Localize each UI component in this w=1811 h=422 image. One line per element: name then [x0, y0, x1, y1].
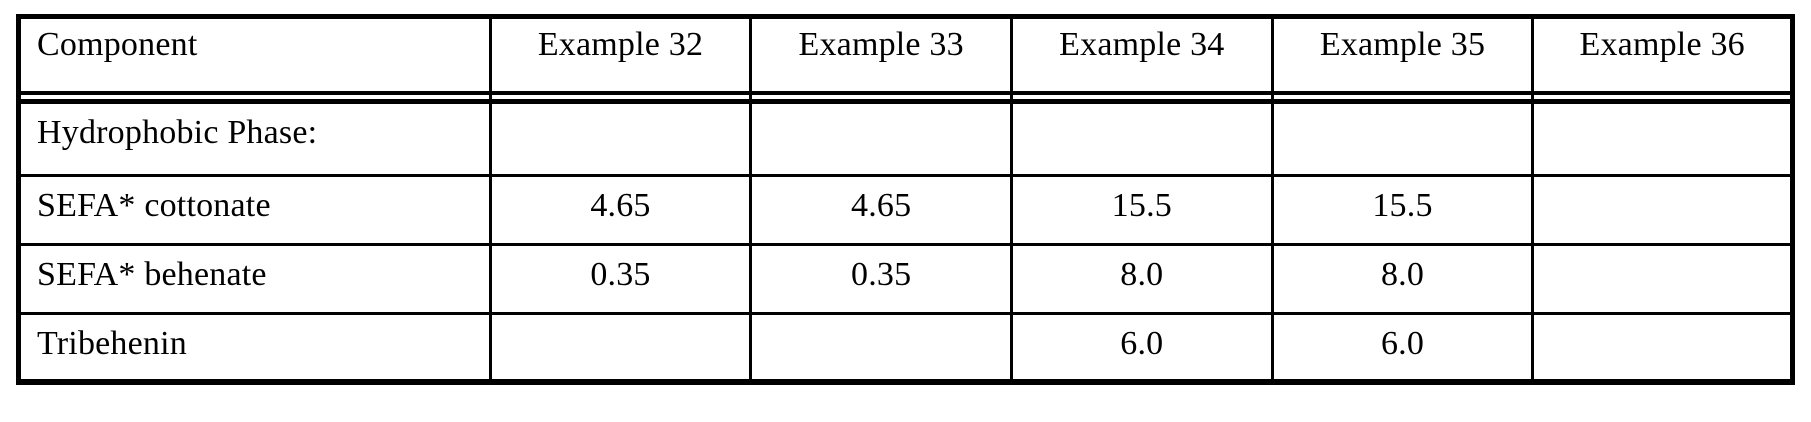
table-header-row: Component Example 32 Example 33 Example … [19, 17, 1793, 94]
header-double-rule-segment [1272, 93, 1533, 102]
row-label-sefa-behenate: SEFA* behenate [19, 245, 491, 314]
cell-value [1534, 315, 1790, 327]
cell-tribehenin-example-36 [1533, 314, 1793, 383]
column-header-example-33-label: Example 33 [752, 19, 1010, 63]
cell-value [492, 315, 750, 327]
cell-value [1534, 177, 1790, 189]
row-label-sefa-cottonate: SEFA* cottonate [19, 176, 491, 245]
cell-value: 0.35 [752, 246, 1010, 293]
cell-sefa-behenate-example-35: 8.0 [1272, 245, 1533, 314]
row-label-text: SEFA* behenate [21, 246, 489, 293]
table-row: SEFA* cottonate 4.65 4.65 15.5 15.5 [19, 176, 1793, 245]
table-row: SEFA* behenate 0.35 0.35 8.0 8.0 [19, 245, 1793, 314]
cell-value [1013, 104, 1271, 116]
column-header-example-34: Example 34 [1012, 17, 1273, 94]
component-table-frame: Component Example 32 Example 33 Example … [16, 14, 1795, 356]
header-double-rule [19, 93, 1793, 102]
component-table: Component Example 32 Example 33 Example … [16, 14, 1795, 385]
column-header-example-35: Example 35 [1272, 17, 1533, 94]
row-label-text: SEFA* cottonate [21, 177, 489, 224]
cell-hydrophobic-phase-example-32 [490, 102, 751, 176]
cell-sefa-cottonate-example-36 [1533, 176, 1793, 245]
cell-sefa-cottonate-example-35: 15.5 [1272, 176, 1533, 245]
cell-hydrophobic-phase-example-35 [1272, 102, 1533, 176]
row-label-hydrophobic-phase: Hydrophobic Phase: [19, 102, 491, 176]
cell-sefa-behenate-example-33: 0.35 [751, 245, 1012, 314]
cell-value: 0.35 [492, 246, 750, 293]
row-label-tribehenin: Tribehenin [19, 314, 491, 383]
cell-value: 8.0 [1274, 246, 1532, 293]
cell-value: 4.65 [492, 177, 750, 224]
row-label-text: Hydrophobic Phase: [21, 104, 489, 151]
cell-tribehenin-example-35: 6.0 [1272, 314, 1533, 383]
column-header-example-34-label: Example 34 [1013, 19, 1271, 63]
row-label-text: Tribehenin [21, 315, 489, 362]
column-header-component-label: Component [21, 19, 489, 63]
cell-hydrophobic-phase-example-34 [1012, 102, 1273, 176]
cell-sefa-behenate-example-34: 8.0 [1012, 245, 1273, 314]
column-header-component: Component [19, 17, 491, 94]
column-header-example-36-label: Example 36 [1534, 19, 1790, 63]
cell-value: 6.0 [1274, 315, 1532, 362]
cell-tribehenin-example-33 [751, 314, 1012, 383]
cell-value [492, 104, 750, 116]
table-row: Hydrophobic Phase: [19, 102, 1793, 176]
column-header-example-33: Example 33 [751, 17, 1012, 94]
cell-sefa-cottonate-example-32: 4.65 [490, 176, 751, 245]
page-root: Component Example 32 Example 33 Example … [0, 0, 1811, 422]
column-header-example-35-label: Example 35 [1274, 19, 1532, 63]
column-header-example-32-label: Example 32 [492, 19, 750, 63]
cell-value [1534, 104, 1790, 116]
cell-value: 6.0 [1013, 315, 1271, 362]
cell-tribehenin-example-32 [490, 314, 751, 383]
cell-sefa-cottonate-example-34: 15.5 [1012, 176, 1273, 245]
cell-value: 4.65 [752, 177, 1010, 224]
column-header-example-36: Example 36 [1533, 17, 1793, 94]
cell-sefa-cottonate-example-33: 4.65 [751, 176, 1012, 245]
cell-value [752, 315, 1010, 327]
cell-value [1274, 104, 1532, 116]
cell-value: 8.0 [1013, 246, 1271, 293]
cell-tribehenin-example-34: 6.0 [1012, 314, 1273, 383]
header-double-rule-segment [1533, 93, 1793, 102]
cell-hydrophobic-phase-example-33 [751, 102, 1012, 176]
cell-value: 15.5 [1013, 177, 1271, 224]
cell-sefa-behenate-example-36 [1533, 245, 1793, 314]
column-header-example-32: Example 32 [490, 17, 751, 94]
cell-value: 15.5 [1274, 177, 1532, 224]
cell-value [752, 104, 1010, 116]
cell-value [1534, 246, 1790, 258]
cell-sefa-behenate-example-32: 0.35 [490, 245, 751, 314]
table-row: Tribehenin 6.0 6.0 [19, 314, 1793, 383]
header-double-rule-segment [490, 93, 751, 102]
cell-hydrophobic-phase-example-36 [1533, 102, 1793, 176]
header-double-rule-segment [751, 93, 1012, 102]
header-double-rule-segment [19, 93, 491, 102]
header-double-rule-segment [1012, 93, 1273, 102]
